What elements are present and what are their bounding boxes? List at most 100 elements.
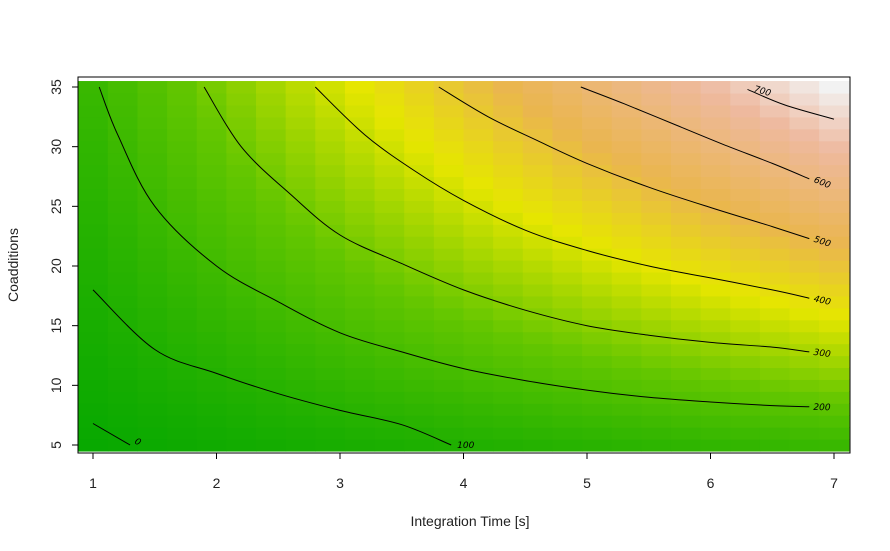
heatmap-cell (641, 319, 672, 333)
heatmap-cell (256, 200, 287, 213)
heatmap-cell (404, 343, 435, 357)
heatmap-cell (196, 260, 227, 273)
heatmap-cell (759, 307, 791, 321)
heatmap-cell (344, 427, 376, 440)
heatmap-cell (78, 164, 109, 178)
heatmap-cell (641, 415, 672, 428)
heatmap-cell (344, 140, 376, 154)
heatmap-cell (700, 283, 731, 297)
heatmap-cell (759, 319, 791, 333)
heatmap-cell (789, 427, 820, 440)
heatmap-cell (700, 427, 731, 440)
heatmap-cell (344, 283, 376, 297)
heatmap-cell (700, 140, 731, 154)
heatmap-cell (167, 200, 198, 213)
heatmap-cell (759, 415, 791, 428)
heatmap-cell (433, 343, 465, 357)
heatmap-cell (493, 81, 524, 94)
heatmap-cell (670, 343, 702, 357)
y-tick-label: 35 (48, 79, 64, 95)
heatmap-cell (700, 319, 731, 333)
contour-label: 400 (813, 294, 832, 308)
heatmap-cell (344, 415, 376, 428)
heatmap-cell (819, 427, 850, 440)
heatmap-cell (730, 319, 761, 333)
heatmap-cell (344, 355, 376, 369)
heatmap-cell (226, 271, 257, 285)
heatmap-cell (463, 164, 494, 178)
heatmap-cell (582, 427, 613, 440)
heatmap-cell (285, 427, 316, 440)
heatmap-cell (226, 128, 257, 142)
heatmap-cell (256, 164, 287, 178)
heatmap-cell (196, 176, 227, 190)
heatmap-cell (522, 152, 554, 166)
heatmap-cell (285, 295, 316, 309)
heatmap-cell (730, 367, 761, 380)
heatmap-cell (493, 355, 524, 369)
heatmap-cell (433, 200, 465, 213)
heatmap-cell (611, 176, 642, 190)
heatmap-cell (196, 128, 227, 142)
heatmap-cell (226, 81, 257, 94)
heatmap-cell (226, 355, 257, 369)
heatmap-cell (463, 355, 494, 369)
heatmap-cell (463, 415, 494, 428)
contour-label: 0 (133, 437, 143, 449)
heatmap-cell (196, 343, 227, 357)
heatmap-cell (315, 343, 346, 357)
heatmap-cell (522, 391, 554, 404)
heatmap-cell (433, 439, 465, 452)
heatmap-cell (285, 415, 316, 428)
heatmap-cell (226, 116, 257, 130)
heatmap-cell (167, 403, 198, 416)
heatmap-cell (789, 295, 820, 309)
heatmap-cell (137, 403, 168, 416)
heatmap-cell (493, 92, 524, 106)
heatmap-cell (433, 331, 465, 345)
heatmap-cell (670, 415, 702, 428)
heatmap-cell (463, 212, 494, 225)
heatmap-cell (641, 116, 672, 130)
heatmap-cell (463, 152, 494, 166)
heatmap-cell (404, 128, 435, 142)
heatmap-cell (552, 176, 583, 190)
heatmap-cell (196, 152, 227, 166)
heatmap-cell (344, 212, 376, 225)
x-tick-label: 2 (213, 475, 221, 491)
heatmap-cell (730, 164, 761, 178)
heatmap-cell (344, 236, 376, 249)
heatmap-cell (374, 164, 405, 178)
heatmap-cell (315, 367, 346, 380)
heatmap-cell (789, 283, 820, 297)
heatmap-cell (670, 295, 702, 309)
heatmap-cell (493, 104, 524, 118)
heatmap-cell (404, 92, 435, 106)
heatmap-cell (137, 188, 168, 201)
heatmap-cell (196, 355, 227, 369)
heatmap-cell (641, 427, 672, 440)
heatmap-cell (582, 343, 613, 357)
heatmap-cell (819, 391, 850, 404)
heatmap-cell (789, 271, 820, 285)
heatmap-cell (315, 140, 346, 154)
heatmap-cell (463, 295, 494, 309)
heatmap-cell (433, 188, 465, 201)
heatmap-cell (493, 439, 524, 452)
heatmap-cell (522, 236, 554, 249)
heatmap-cell (611, 104, 642, 118)
heatmap-cell (611, 379, 642, 392)
heatmap-cell (433, 224, 465, 237)
heatmap-cell (315, 212, 346, 225)
heatmap-cell (137, 367, 168, 380)
heatmap-cell (256, 427, 287, 440)
heatmap-cell (374, 140, 405, 154)
heatmap-cell (256, 439, 287, 452)
heatmap-cell (256, 295, 287, 309)
heatmap-cell (256, 367, 287, 380)
heatmap-cell (759, 104, 791, 118)
heatmap-cell (463, 92, 494, 106)
heatmap-cell (611, 81, 642, 94)
heatmap-cell (611, 92, 642, 106)
heatmap-cell (196, 427, 227, 440)
